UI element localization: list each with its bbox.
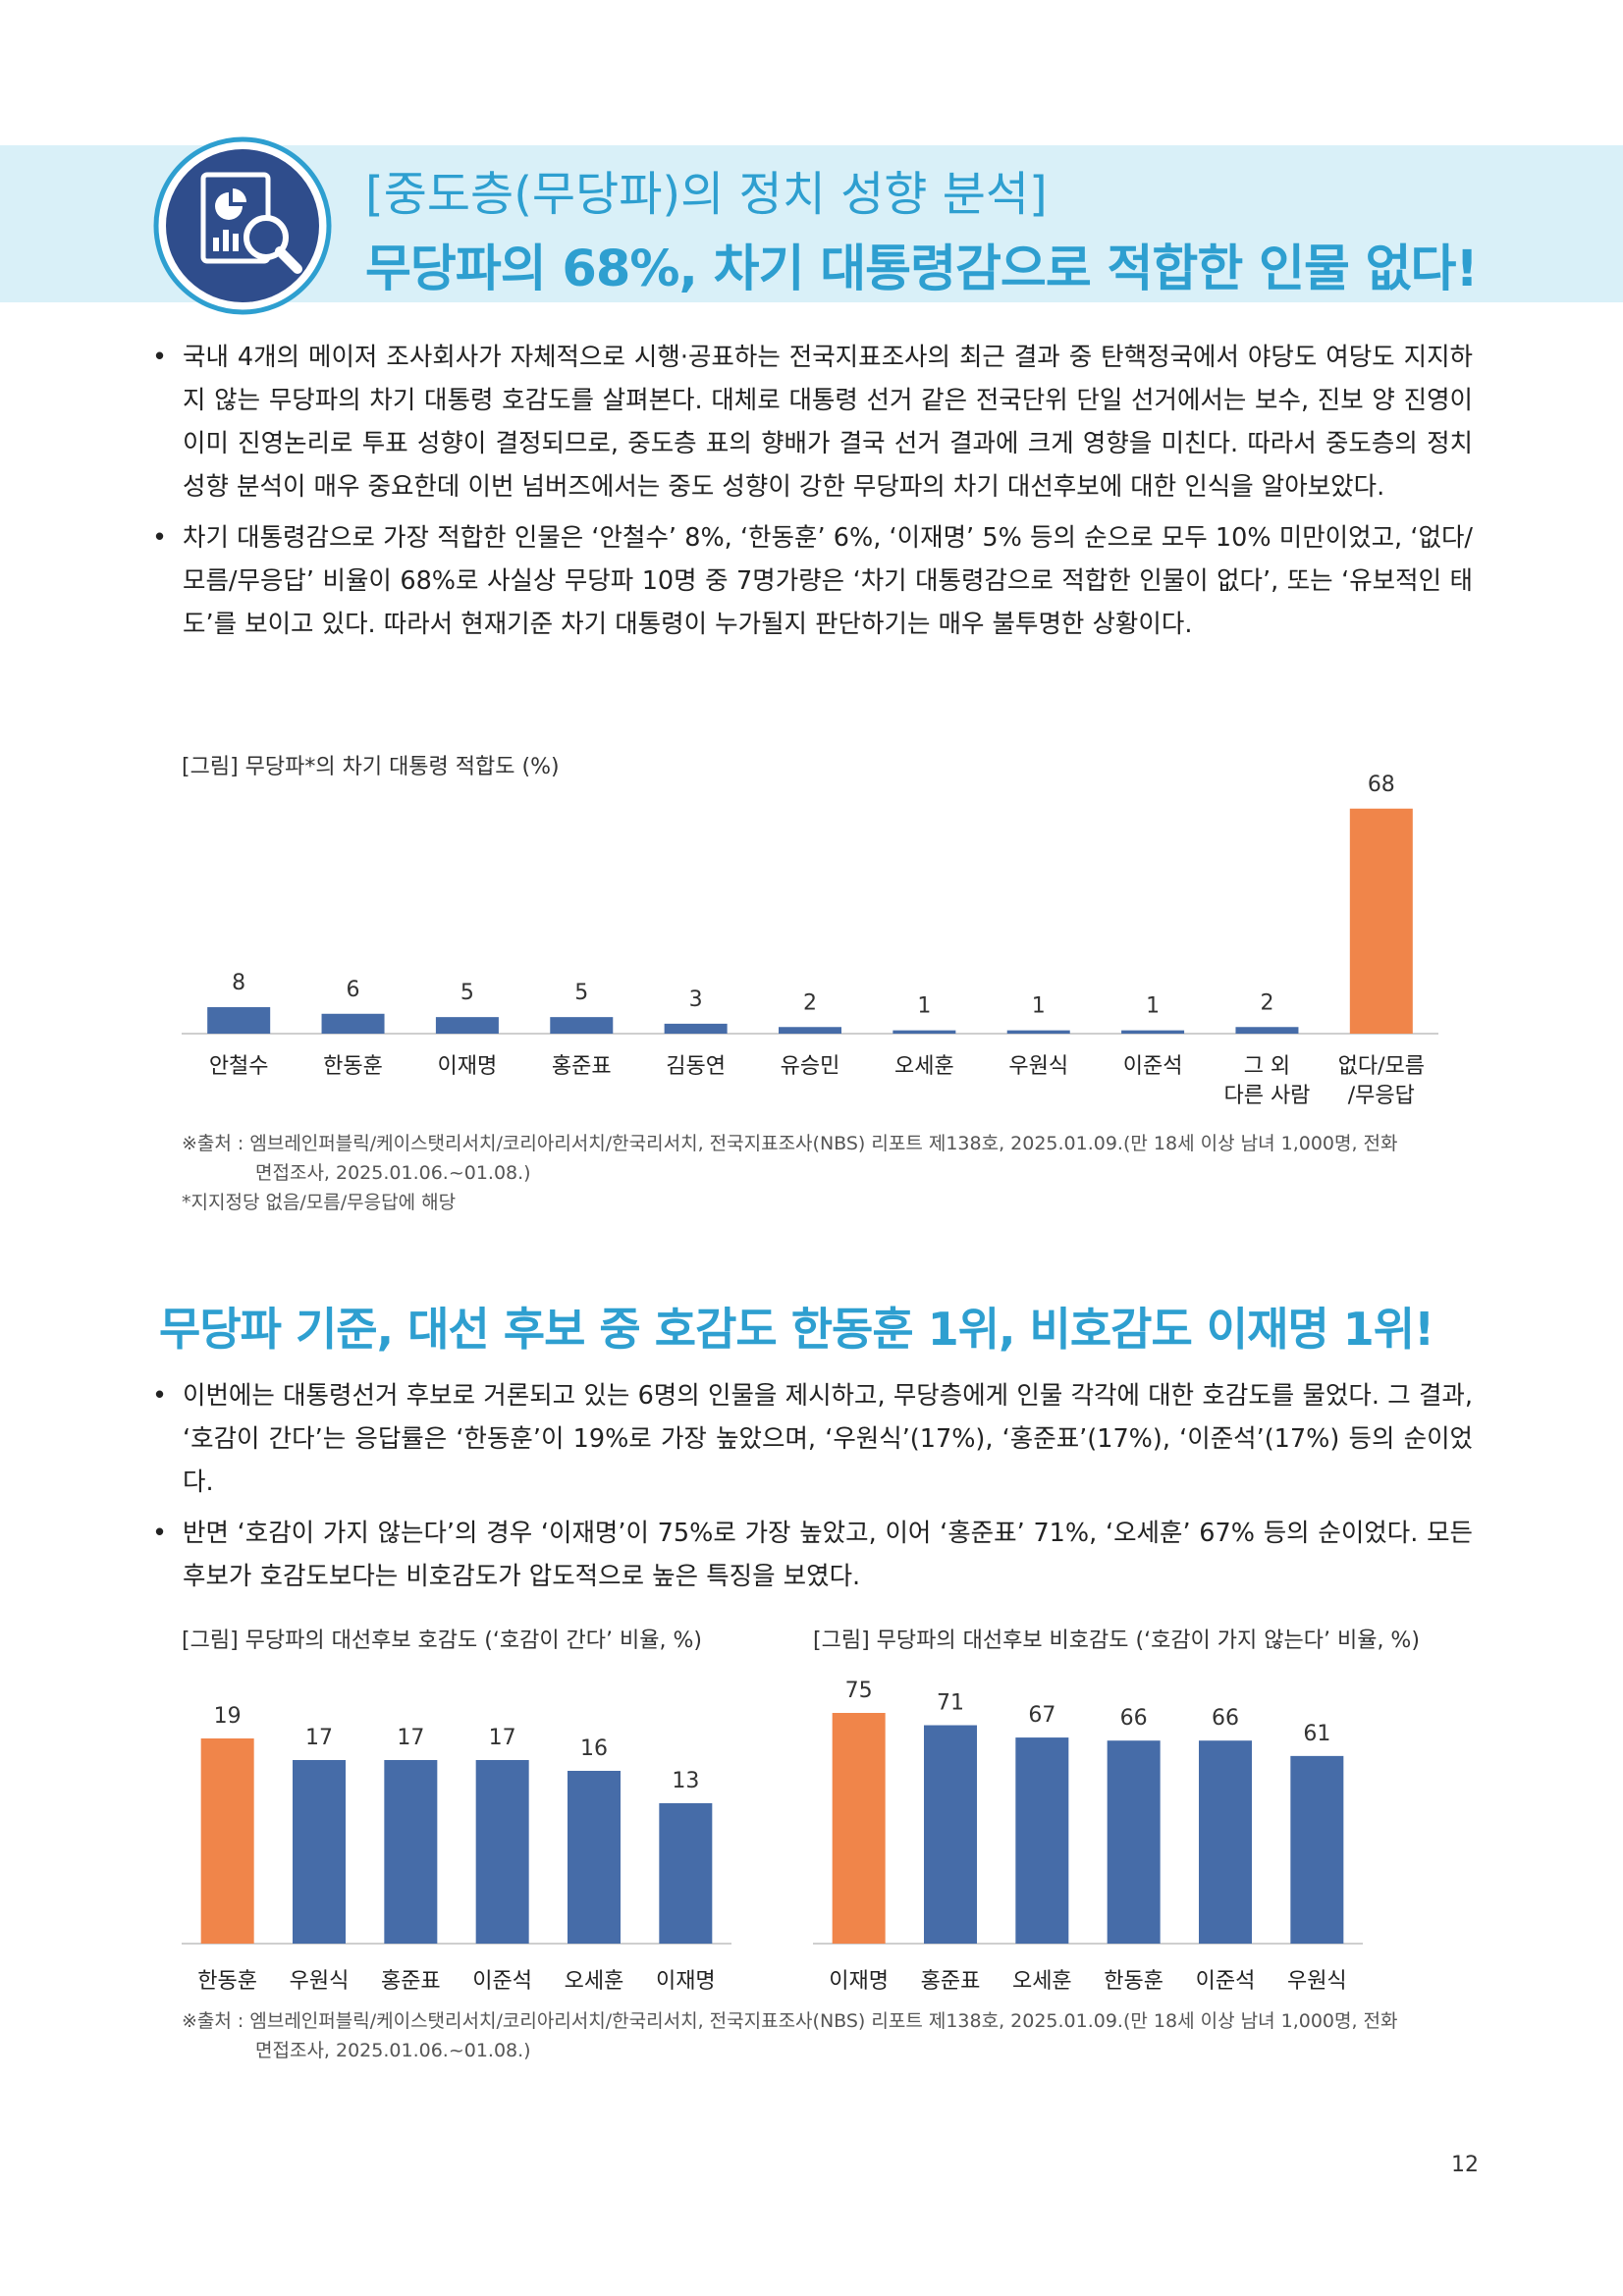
category-label: 우원식 [1008,1054,1068,1079]
category-label: 유승민 [781,1054,840,1079]
section1-bullet-1: 국내 4개의 메이저 조사회사가 자체적으로 시행·공표하는 전국지표조사의 최… [147,336,1473,508]
section2-bullet-2: 반면 ‘호감이 가지 않는다’의 경우 ‘이재명’이 75%로 가장 높았고, … [147,1512,1473,1598]
bar-value-label: 1 [1146,994,1160,1019]
bar [475,1760,529,1944]
category-label: /무응답 [1348,1084,1415,1108]
bar [1015,1737,1069,1944]
bar-value-label: 66 [1120,1706,1148,1731]
category-label: 안철수 [209,1054,269,1079]
source-2-line-2: 면접조사, 2025.01.06.~01.08.) [255,2040,531,2061]
source-note-1: ※출처 : 엠브레인퍼블릭/케이스탯리서치/코리아리서치/한국리서치, 전국지표… [182,1129,1488,1217]
category-label: 오세훈 [565,1969,624,1994]
bar-value-label: 6 [347,978,360,1002]
bar [664,1023,728,1034]
bar-value-label: 68 [1368,773,1395,797]
fitness-bar-chart: 8 안철수 6 한동훈 5 이재명 5 홍준표 3 김동연 2 유승민 1 오세훈 1 우원식 1 이준석 2 그 외… [182,773,1438,1108]
bar [207,1007,271,1034]
bar-value-label: 66 [1212,1706,1239,1731]
bar-value-label: 67 [1028,1703,1055,1728]
bar-value-label: 1 [1032,994,1046,1019]
category-label: 이준석 [1196,1969,1256,1994]
bar [293,1760,346,1944]
page-number: 12 [1451,2153,1479,2177]
category-label: 우원식 [290,1969,350,1994]
bar [659,1803,713,1944]
unfavorability-bar-chart: 75 이재명 71 홍준표 67 오세훈 66 한동훈 66 이준석 61 우원식 [813,1679,1363,1994]
bar [1290,1755,1344,1944]
bar [1349,808,1413,1034]
bar-value-label: 13 [672,1769,699,1793]
bar-value-label: 3 [689,988,703,1012]
bar-value-label: 61 [1303,1722,1330,1746]
bar-value-label: 19 [214,1704,242,1729]
bar [1121,1030,1185,1034]
category-label: 없다/모름 [1338,1054,1425,1079]
source-1-line-1: ※출처 : 엠브레인퍼블릭/케이스탯리서치/코리아리서치/한국리서치, 전국지표… [182,1133,1398,1154]
bar [779,1027,841,1034]
figure3-title: [그림] 무당파의 대선후보 비호감도 (‘호감이 가지 않는다’ 비율, %) [813,1629,1420,1653]
bar [321,1013,385,1034]
category-label: 한동훈 [1104,1969,1163,1994]
bar [924,1725,977,1944]
category-label: 다른 사람 [1223,1084,1310,1108]
section1-bullets: 국내 4개의 메이저 조사회사가 자체적으로 시행·공표하는 전국지표조사의 최… [147,336,1473,654]
figure1-title: [그림] 무당파*의 차기 대통령 적합도 (%) [182,755,560,779]
bar [1235,1027,1299,1034]
category-label: 김동연 [666,1054,726,1079]
category-label: 한동훈 [197,1969,257,1994]
bar-value-label: 2 [803,990,817,1015]
category-label: 홍준표 [381,1969,441,1994]
bar-value-label: 5 [574,981,588,1005]
favorability-bar-chart: 19 한동훈 17 우원식 17 홍준표 17 이준석 16 오세훈 13 이재명 [182,1704,731,1994]
bar-value-label: 1 [917,994,931,1019]
bar-value-label: 17 [489,1726,516,1750]
category-label: 홍준표 [921,1969,981,1994]
bar [1107,1740,1161,1944]
category-label: 그 외 [1244,1054,1290,1079]
category-label: 이준석 [472,1969,532,1994]
bar-value-label: 8 [232,971,245,995]
bar-value-label: 71 [937,1691,964,1716]
chart-magnifier-icon [153,136,332,315]
bar-value-label: 17 [397,1726,424,1750]
bar [550,1017,614,1034]
section1-bullet-2: 차기 대통령감으로 가장 적합한 인물은 ‘안철수’ 8%, ‘한동훈’ 6%,… [147,516,1473,646]
source-2-line-1: ※출처 : 엠브레인퍼블릭/케이스탯리서치/코리아리서치/한국리서치, 전국지표… [182,2010,1398,2032]
header-headline: 무당파의 68%, 차기 대통령감으로 적합한 인물 없다! [365,240,1479,298]
header-title: [중도층(무당파)의 정치 성향 분석] [365,167,1048,222]
category-label: 한동훈 [323,1054,383,1079]
bar [1006,1030,1070,1034]
bar-value-label: 17 [305,1726,333,1750]
category-label: 이재명 [438,1054,498,1079]
figure2-title: [그림] 무당파의 대선후보 호감도 (‘호감이 간다’ 비율, %) [182,1629,702,1653]
footnote: *지지정당 없음/모름/무응답에 해당 [182,1192,457,1213]
source-note-2: ※출처 : 엠브레인퍼블릭/케이스탯리서치/코리아리서치/한국리서치, 전국지표… [182,2006,1488,2065]
category-label: 이재명 [656,1969,716,1994]
section2-heading: 무당파 기준, 대선 후보 중 호감도 한동훈 1위, 비호감도 이재명 1위! [159,1303,1434,1356]
category-label: 오세훈 [1012,1969,1072,1994]
bar [893,1030,956,1034]
category-label: 이준석 [1123,1054,1183,1079]
bar [384,1760,438,1944]
category-label: 홍준표 [552,1054,612,1079]
category-label: 이재명 [829,1969,889,1994]
bar [1199,1740,1252,1944]
source-1-line-2: 면접조사, 2025.01.06.~01.08.) [255,1162,531,1184]
bar-value-label: 16 [580,1736,608,1761]
bar [568,1771,621,1944]
category-label: 우원식 [1287,1969,1347,1994]
bar [435,1017,499,1034]
bar-value-label: 2 [1260,990,1273,1015]
bar [200,1738,254,1944]
category-label: 오세훈 [894,1054,954,1079]
section2-bullet-1: 이번에는 대통령선거 후보로 거론되고 있는 6명의 인물을 제시하고, 무당층… [147,1374,1473,1504]
bar-value-label: 75 [845,1679,873,1703]
bar [832,1713,886,1944]
section2-bullets: 이번에는 대통령선거 후보로 거론되고 있는 6명의 인물을 제시하고, 무당층… [147,1374,1473,1606]
bar-value-label: 5 [460,981,474,1005]
